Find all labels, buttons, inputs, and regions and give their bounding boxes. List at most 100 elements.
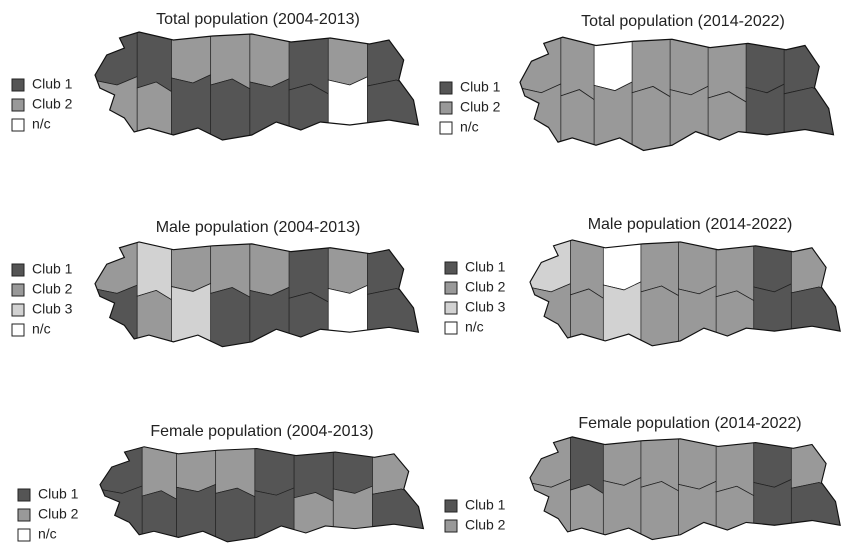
regions [530, 436, 841, 540]
region [715, 290, 758, 346]
region [288, 83, 333, 140]
region [327, 32, 372, 86]
region [678, 436, 721, 490]
region [254, 446, 299, 496]
legend-swatch [444, 499, 458, 513]
map [529, 239, 841, 347]
region [602, 475, 646, 540]
country-outline [529, 436, 841, 541]
legend-swatch [444, 519, 458, 533]
legend-swatch [439, 101, 453, 115]
region [631, 86, 675, 151]
legend-swatch [11, 263, 25, 277]
region [176, 446, 220, 493]
legend-label: Club 2 [465, 517, 506, 533]
legend-swatch [11, 303, 25, 317]
map [94, 31, 420, 141]
region [560, 89, 599, 151]
map [99, 446, 425, 543]
legend-swatch [17, 488, 31, 502]
legend-label: Club 2 [38, 506, 79, 522]
region [593, 79, 637, 151]
region [136, 81, 176, 140]
legend-swatch [444, 301, 458, 315]
legend-label: Club 1 [460, 79, 501, 95]
region [254, 485, 299, 542]
legend-label: Club 1 [32, 261, 73, 277]
region [141, 490, 181, 542]
region [602, 436, 646, 486]
legend-label: Club 1 [465, 259, 506, 275]
region [249, 241, 294, 296]
legend-label: Club 2 [32, 96, 73, 112]
region [602, 279, 646, 346]
legend-swatch [439, 81, 453, 95]
legend-label: Club 2 [460, 99, 501, 115]
region [171, 241, 215, 292]
legend-swatch [11, 98, 25, 112]
legend-label: n/c [38, 526, 57, 542]
legend-label: Club 1 [32, 76, 73, 92]
region [171, 72, 215, 140]
region [332, 446, 377, 494]
region [640, 285, 683, 346]
region [745, 37, 789, 94]
region [753, 281, 796, 346]
region [100, 484, 147, 542]
legend-label: n/c [460, 119, 479, 135]
region [715, 485, 758, 540]
region [249, 32, 294, 88]
legend-swatch [17, 508, 31, 522]
legend-swatch [444, 261, 458, 275]
legend-swatch [444, 321, 458, 335]
legend-swatch [11, 323, 25, 337]
country-outline [99, 446, 425, 543]
legend-label: n/c [32, 321, 51, 337]
legend-label: Club 1 [465, 497, 506, 513]
country-outline [519, 36, 835, 152]
region [520, 81, 566, 151]
region [95, 74, 142, 140]
region [745, 81, 789, 151]
map [519, 36, 835, 152]
region [293, 492, 338, 542]
region [678, 239, 721, 295]
region [176, 482, 220, 542]
region [249, 76, 294, 140]
region [790, 286, 841, 346]
legend-swatch [17, 528, 31, 542]
region [707, 91, 751, 151]
region [678, 283, 721, 346]
map [94, 241, 420, 348]
region [288, 291, 333, 347]
region [602, 239, 646, 291]
map [529, 436, 841, 541]
region [327, 283, 372, 347]
region [210, 287, 255, 347]
region [327, 241, 372, 294]
region [530, 477, 575, 540]
region [327, 74, 372, 140]
legend-swatch [444, 281, 458, 295]
legend-label: Club 2 [32, 281, 73, 297]
legend-swatch [11, 118, 25, 132]
region [570, 288, 608, 346]
region [753, 436, 796, 488]
region [95, 283, 142, 347]
region [669, 83, 713, 151]
country-outline [94, 31, 420, 141]
region [332, 484, 377, 542]
region [136, 290, 176, 347]
panel-title: Total population (2004-2013) [156, 11, 360, 28]
legend-label: Club 1 [38, 486, 79, 502]
legend-swatch [11, 78, 25, 92]
region [753, 477, 796, 540]
country-outline [529, 239, 841, 347]
legend-swatch [11, 283, 25, 297]
panel-title: Total population (2014-2022) [581, 13, 785, 30]
panel-title: Female population (2004-2013) [150, 423, 373, 440]
region [171, 281, 215, 347]
legend-swatch [439, 121, 453, 135]
legend-label: n/c [465, 319, 484, 335]
